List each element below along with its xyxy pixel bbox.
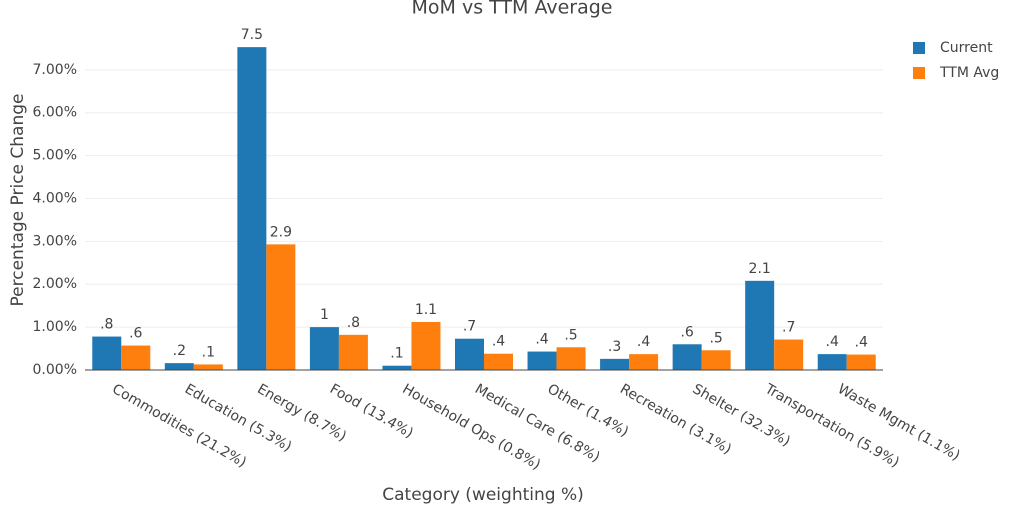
- bar: [92, 336, 122, 370]
- value-label: .2: [173, 343, 186, 359]
- y-tick-label: 5.00%: [33, 148, 77, 164]
- bar: [266, 244, 296, 370]
- value-label: .6: [129, 326, 142, 342]
- value-label: .5: [564, 327, 577, 343]
- y-tick-label: 7.00%: [33, 62, 77, 78]
- bar: [600, 358, 630, 370]
- y-tick-label: 2.00%: [33, 276, 77, 292]
- value-label: .1: [202, 344, 215, 360]
- value-label: .4: [855, 335, 868, 351]
- bar: [237, 47, 267, 370]
- legend-swatch: [913, 42, 925, 54]
- y-tick-label: 1.00%: [33, 319, 77, 335]
- y-tick-label: 6.00%: [33, 105, 77, 121]
- value-label: 7.5: [241, 27, 263, 43]
- bar: [745, 280, 775, 370]
- bar: [193, 364, 223, 370]
- bar: [455, 338, 484, 370]
- bar: [484, 353, 513, 370]
- bar: [629, 354, 659, 370]
- legend-label: TTM Avg: [939, 65, 999, 81]
- y-tick-label: 3.00%: [33, 233, 77, 249]
- y-axis-title: Percentage Price Change: [8, 94, 28, 307]
- bar: [411, 321, 441, 370]
- value-label: .1: [390, 346, 403, 362]
- value-label: 1: [320, 307, 329, 323]
- bar: [817, 354, 847, 370]
- bar: [846, 354, 876, 370]
- x-tick-label: Household Ops (0.8%): [399, 381, 543, 473]
- value-label: .5: [709, 330, 722, 346]
- value-label: 2.9: [270, 224, 292, 240]
- legend-swatch: [913, 67, 925, 79]
- y-tick-label: 4.00%: [33, 190, 77, 206]
- value-label: 2.1: [749, 261, 771, 277]
- y-tick-label: 0.00%: [33, 362, 77, 378]
- x-tick-label: Waste Mgmt (1.1%): [835, 381, 963, 464]
- x-axis-title: Category (weighting %): [382, 485, 584, 505]
- value-label: .3: [608, 339, 621, 355]
- bar: [774, 339, 804, 370]
- bar: [121, 345, 151, 370]
- bar: [164, 363, 194, 370]
- value-label: .8: [100, 317, 113, 333]
- bar: [309, 327, 339, 370]
- value-label: .6: [680, 324, 693, 340]
- legend-label: Current: [940, 40, 993, 56]
- bar: [338, 334, 368, 370]
- value-label: .7: [782, 320, 795, 336]
- x-tick-label: Medical Care (6.8%): [472, 381, 603, 466]
- value-label: .4: [535, 332, 548, 348]
- chart-title: MoM vs TTM Average: [412, 0, 613, 19]
- value-label: .4: [492, 334, 505, 350]
- bar: [556, 347, 586, 370]
- value-label: .4: [826, 334, 839, 350]
- value-label: .4: [637, 334, 650, 350]
- bar: [672, 344, 702, 370]
- bar: [527, 351, 557, 370]
- bar: [382, 365, 412, 370]
- value-label: .8: [347, 315, 360, 331]
- x-tick-label: Transportation (5.9%): [761, 381, 902, 471]
- x-tick-label: Commodities (21.2%): [109, 381, 249, 471]
- bar: [701, 350, 731, 370]
- value-label: .7: [463, 319, 476, 335]
- value-label: 1.1: [415, 302, 437, 318]
